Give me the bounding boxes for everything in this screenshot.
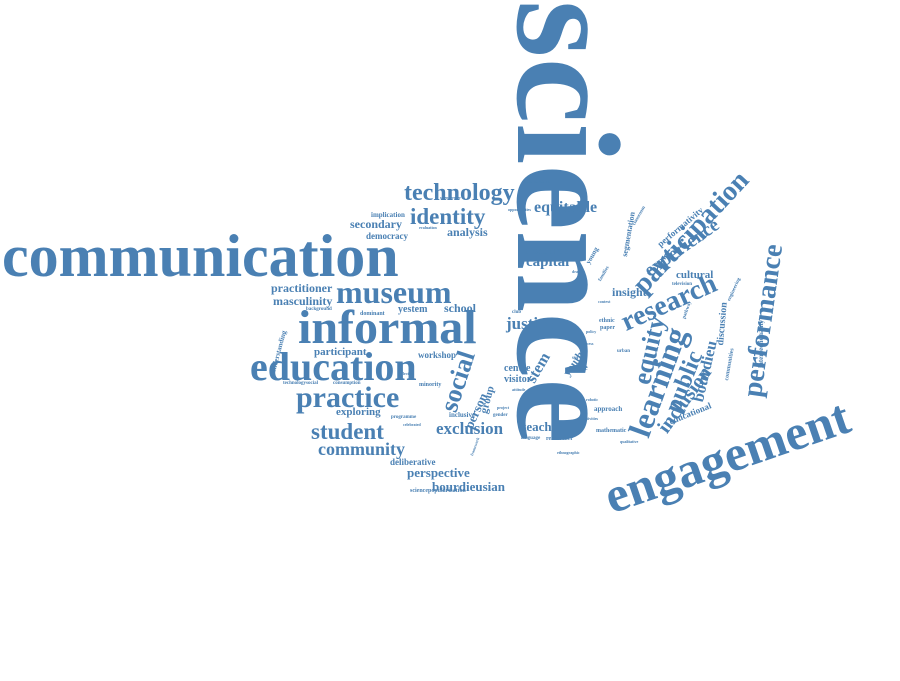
word-practice: practice (296, 381, 400, 414)
word-yestem: yestem (398, 304, 428, 315)
word-technology: technology (404, 180, 515, 206)
word-programme: programme (391, 415, 417, 420)
word-secondary: secondary (350, 217, 402, 231)
word-community: community (318, 439, 405, 459)
word-mathematic: mathematic (596, 428, 627, 434)
word-centre: centre (504, 363, 531, 374)
word-collaborative: collaborative (522, 180, 550, 185)
word-ethnographic: ethnographic (557, 450, 580, 455)
word-democracy: democracy (366, 231, 408, 241)
word-policy: policy (586, 329, 597, 334)
word-education: education (250, 344, 417, 389)
word-scienceenter: scienceenter (440, 195, 461, 200)
word-background: background (306, 307, 332, 312)
word-visitor: visitor (504, 374, 532, 385)
word-qualitative: qualitative (620, 439, 639, 444)
word-engineering: engineering (727, 277, 743, 303)
word-paper: paper (600, 325, 615, 331)
word-implication: implication (371, 211, 405, 219)
word-evaluation: evaluation (419, 225, 437, 230)
word-opportunities: opportunities (508, 207, 531, 212)
word-bourdieusian: bourdieusian (432, 479, 505, 494)
word-equitable: equitable (534, 199, 598, 216)
word-space: space (569, 363, 588, 372)
word-discussion: discussion (715, 301, 730, 346)
word-urban: urban (617, 349, 631, 354)
word-consumption: consumption (333, 381, 361, 386)
word-analysis: analysis (447, 225, 488, 239)
word-celebrated: celebrated (403, 422, 421, 427)
word-activities: activities (583, 416, 599, 421)
word-ethnic: ethnic (599, 318, 615, 324)
word-minority: minority (419, 382, 442, 388)
word-sciencepopularization: sciencepopularization (410, 488, 466, 494)
word-communication: communication (2, 223, 399, 289)
word-teacher: teacher (522, 419, 564, 434)
word-justice: justice (506, 314, 554, 333)
word-masculinity: masculinity (273, 294, 333, 308)
word-school: school (444, 301, 477, 315)
word-participant: participant (314, 346, 367, 358)
word-museum: museum (336, 274, 452, 310)
word-reflection: reflection (398, 371, 415, 376)
word-practitioner: practitioner (271, 281, 333, 295)
word-gender: gender (493, 413, 508, 418)
word-identity: identity (410, 204, 486, 229)
word-cultural: cultural (676, 269, 714, 281)
word-exclusion: exclusion (436, 419, 504, 438)
word-drama: drama (572, 269, 584, 274)
word-attitude: attitude (512, 387, 526, 392)
word-context: context (598, 299, 611, 304)
word-discourse: discourse (524, 245, 568, 257)
word-access: access (583, 341, 594, 346)
word-insight: insight (612, 285, 647, 299)
word-informal: informal (298, 301, 477, 354)
word-television: television (672, 282, 692, 287)
word-bourdieu: bourdieu (690, 339, 721, 404)
word-approach: approach (594, 405, 623, 413)
word-dominant: dominant (360, 311, 385, 317)
word-inclusive: inclusive (449, 411, 476, 419)
word-intersectionality: intersectionality (757, 319, 765, 368)
word-capital: capital (526, 254, 570, 270)
word-technologysocial: technologysocial (283, 381, 318, 386)
word-student: student (311, 419, 384, 444)
word-deliberative: deliberative (390, 457, 436, 467)
word-robotic: robotic (586, 397, 599, 402)
word-communities: communities (724, 347, 736, 382)
word-framework: framework (469, 436, 481, 457)
word-project: project (497, 405, 510, 410)
word-exploring: exploring (336, 406, 381, 418)
word-workshop: workshop (418, 350, 457, 360)
word-perspective: perspective (407, 465, 470, 480)
word-club: club (512, 310, 522, 315)
word-researcher: researcher (546, 436, 574, 442)
word-survey: survey (572, 356, 587, 361)
word-language: language (521, 436, 541, 441)
